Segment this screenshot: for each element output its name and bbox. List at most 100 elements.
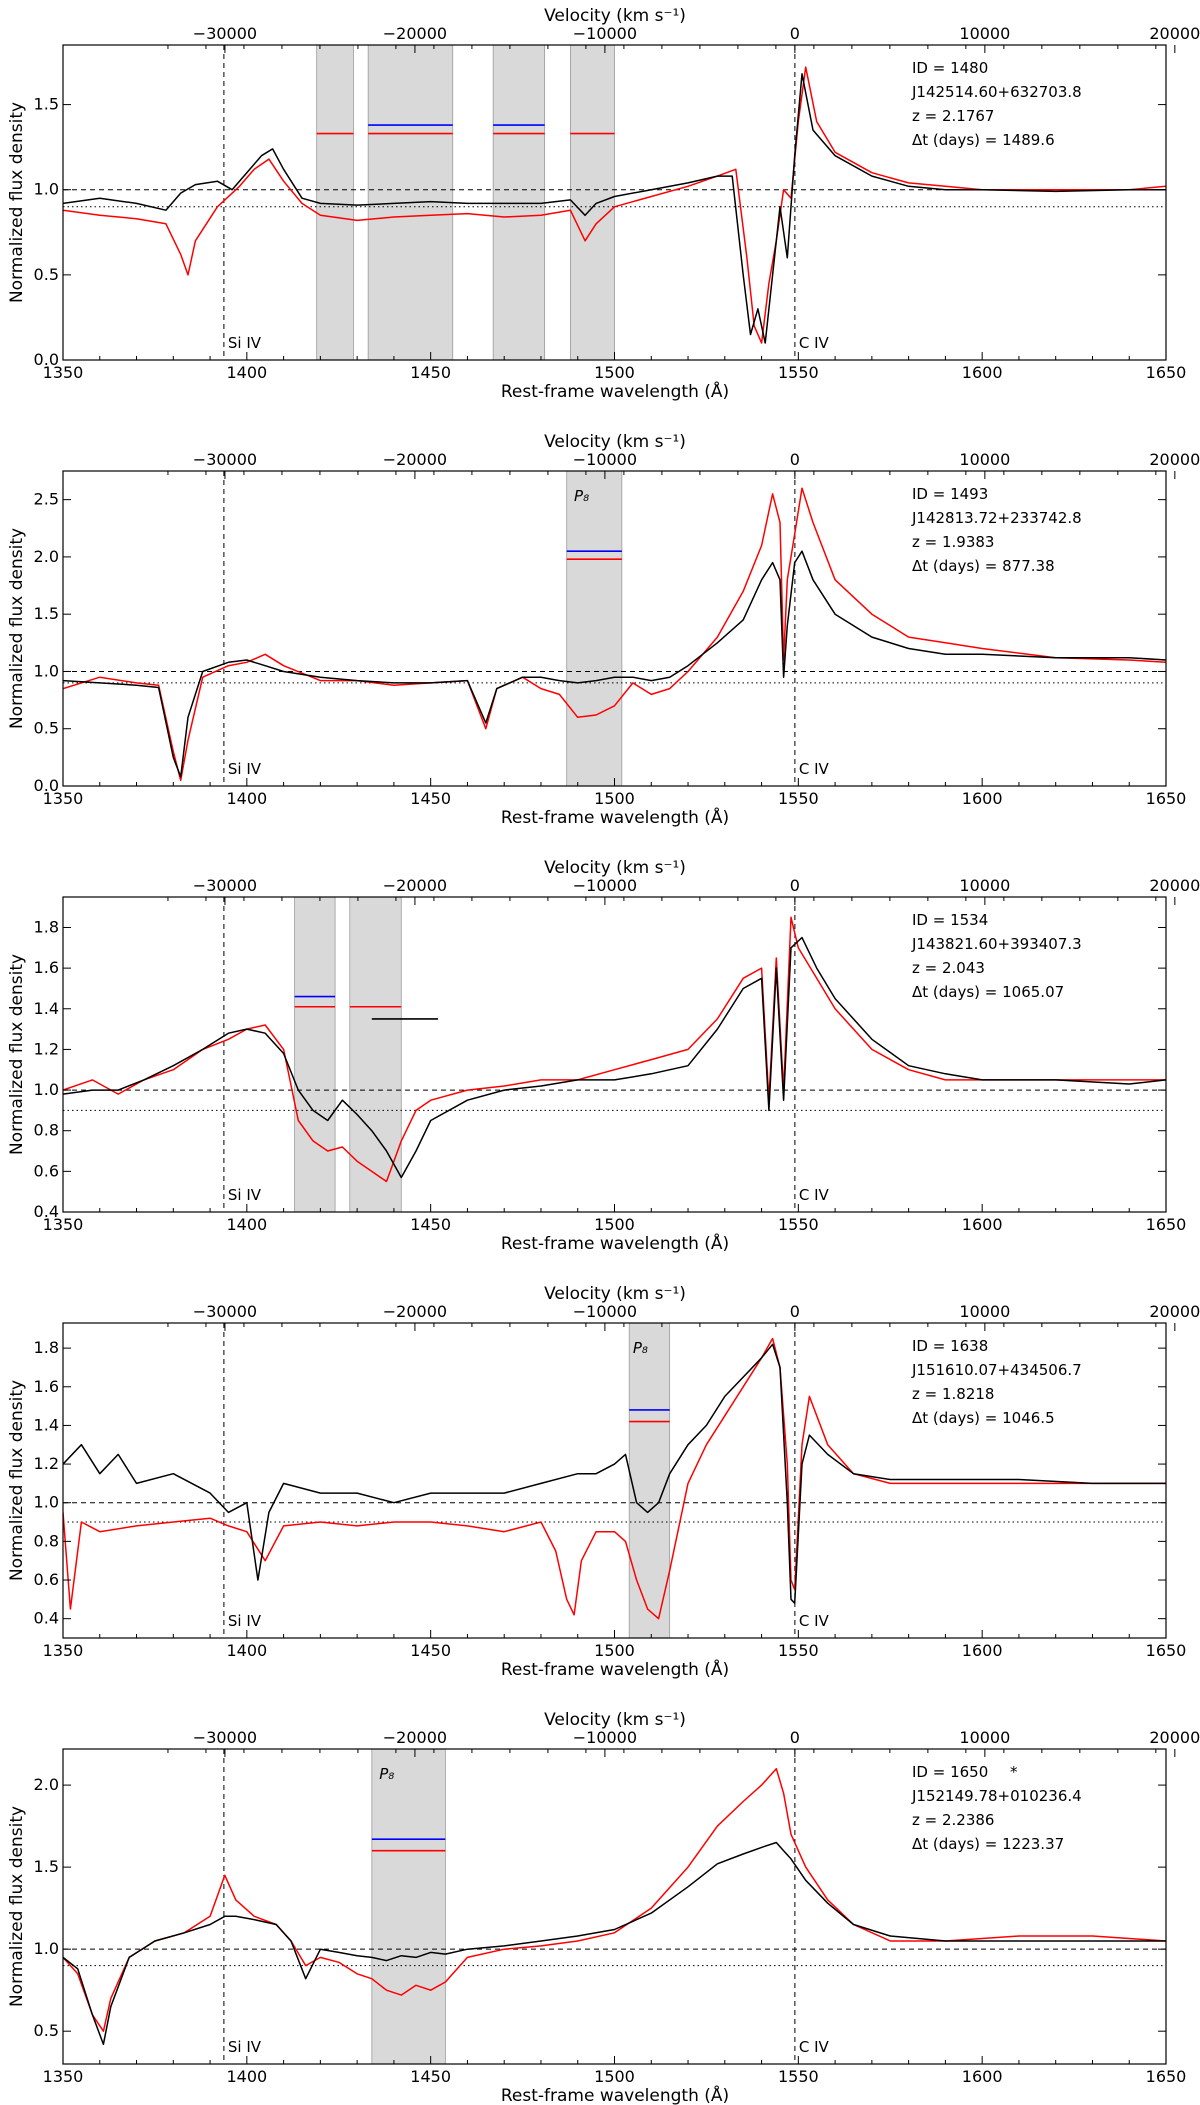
line-marker-label: C IV [799,2038,830,2056]
x-tick-label: 1550 [778,363,819,382]
spectrum-epoch2 [63,1343,1166,1604]
info-id: ID = 1638 [912,1337,988,1355]
region-label: P₈ [574,487,589,505]
panel-4: 1350 1400 1450 1500 1550 1600 1650 −30000 −20000… [7,1284,1200,1680]
v-tick-label: −10000 [573,876,637,895]
y-tick-label: 1.4 [34,1415,59,1434]
panel-plot-area [63,1323,1166,1638]
top-axis-title: Velocity (km s⁻¹) [544,1284,686,1304]
v-tick-label: 0 [790,1728,800,1747]
y-tick-label: 1.5 [34,95,59,114]
spectrum-epoch2 [63,936,1166,1179]
info-name: J152149.78+010236.4 [911,1787,1082,1805]
panel-5: 1350 1400 1450 1500 1550 1600 1650 −30000 −20000… [7,1710,1200,2105]
shaded-region [316,45,354,360]
line-marker-label: Si IV [228,1186,262,1204]
v-tick-label: 20000 [1149,24,1200,43]
x-tick-label: 1550 [778,1215,819,1234]
y-tick-label: 1.6 [34,1377,59,1396]
line-marker-label: C IV [799,760,830,778]
top-axis-title: Velocity (km s⁻¹) [544,6,686,26]
v-tick-label: −20000 [383,24,447,43]
v-tick-label: 20000 [1149,876,1200,895]
line-marker-label: Si IV [228,1612,262,1630]
x-tick-label: 1450 [410,789,451,808]
x-tick-label: 1350 [43,1641,84,1660]
v-tick-label: −20000 [383,876,447,895]
v-tick-label: 10000 [959,1302,1010,1321]
v-tick-label: 20000 [1149,1302,1200,1321]
v-tick-label: −10000 [573,24,637,43]
y-tick-label: 2.5 [34,490,59,509]
v-tick-label: −10000 [573,450,637,469]
spectrum-epoch1 [63,1767,1166,2032]
y-tick-label: 0.0 [34,350,59,369]
top-axis-title: Velocity (km s⁻¹) [544,858,686,878]
v-tick-label: 10000 [959,450,1010,469]
spectrum-epoch2 [63,550,1166,778]
x-axis-title: Rest-frame wavelength (Å) [501,806,729,828]
x-tick-label: 1600 [962,789,1003,808]
spectrum-epoch1 [63,66,1166,344]
info-name: J142514.60+632703.8 [911,83,1082,101]
line-marker-label: Si IV [228,2038,262,2056]
shaded-region [349,897,402,1212]
v-tick-label: 20000 [1149,1728,1200,1747]
info-time-baseline: Δt (days) = 1046.5 [912,1409,1055,1427]
y-tick-label: 1.0 [34,1493,59,1512]
y-tick-label: 0.6 [34,1161,59,1180]
x-tick-label: 1550 [778,789,819,808]
y-tick-label: 0.6 [34,1570,59,1589]
x-tick-label: 1600 [962,2067,1003,2086]
shaded-region [566,471,623,786]
v-tick-label: 0 [790,1302,800,1321]
shaded-region [569,45,615,360]
info-redshift: z = 1.8218 [912,1385,994,1403]
v-tick-label: −30000 [193,24,257,43]
shaded-region [628,1323,671,1638]
x-tick-label: 1600 [962,1641,1003,1660]
info-time-baseline: Δt (days) = 1065.07 [912,983,1064,1001]
x-axis-title: Rest-frame wavelength (Å) [501,380,729,402]
y-tick-label: 1.6 [34,958,59,977]
line-marker-label: C IV [799,1186,830,1204]
x-tick-label: 1650 [1146,1215,1187,1234]
y-tick-label: 2.0 [34,547,59,566]
x-tick-label: 1650 [1146,363,1187,382]
info-id: ID = 1480 [912,59,988,77]
y-tick-label: 0.8 [34,1121,59,1140]
y-tick-label: 1.2 [34,1454,59,1473]
panel-plot-area [63,1749,1166,2064]
y-tick-label: 1.4 [34,999,59,1018]
info-time-baseline: Δt (days) = 1489.6 [912,131,1055,149]
x-tick-label: 1500 [594,363,635,382]
x-tick-label: 1450 [410,1641,451,1660]
info-star: * [1010,1763,1018,1781]
y-tick-label: 0.5 [34,719,59,738]
x-tick-label: 1450 [410,363,451,382]
v-tick-label: 10000 [959,1728,1010,1747]
spectrum-epoch1 [63,1337,1166,1620]
info-time-baseline: Δt (days) = 877.38 [912,557,1055,575]
panel-1: 1350 1400 1450 1500 1550 1600 1650 −30000 −20000… [7,6,1200,402]
y-tick-label: 1.5 [34,604,59,623]
info-name: J143821.60+393407.3 [911,935,1082,953]
x-tick-label: 1350 [43,789,84,808]
y-tick-label: 0.0 [34,776,59,795]
v-tick-label: 20000 [1149,450,1200,469]
v-tick-label: −20000 [383,450,447,469]
x-axis-title: Rest-frame wavelength (Å) [501,1232,729,1254]
y-axis-title: Normalized flux density [7,954,27,1155]
info-name: J142813.72+233742.8 [911,509,1082,527]
v-tick-label: 0 [790,876,800,895]
y-axis-title: Normalized flux density [7,1380,27,1581]
x-tick-label: 1400 [226,1215,267,1234]
panel-plot-area [63,45,1166,360]
y-tick-label: 0.5 [34,2021,59,2040]
x-tick-label: 1400 [226,2067,267,2086]
v-tick-label: −10000 [573,1302,637,1321]
line-marker-label: Si IV [228,334,262,352]
y-tick-label: 0.8 [34,1531,59,1550]
info-redshift: z = 2.043 [912,959,985,977]
